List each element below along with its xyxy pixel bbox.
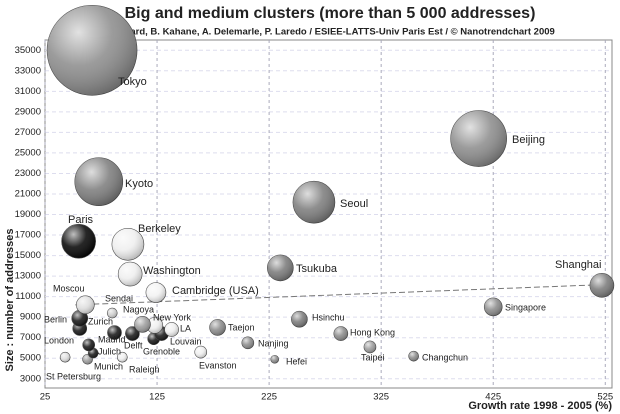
bubble-label: Moscou: [53, 283, 85, 293]
bubble-label: LA: [180, 323, 191, 333]
bubble: [145, 282, 167, 303]
bubble-label: Nagoya: [123, 304, 154, 314]
x-tick-label: 125: [149, 392, 165, 403]
bubble-label: Seoul: [340, 198, 368, 210]
y-tick-label: 11000: [15, 291, 41, 302]
bubble-label: Berlin: [44, 314, 67, 324]
bubble-label: Delft: [124, 340, 143, 350]
bubble-label: Shanghai: [555, 259, 602, 271]
x-axis-label: Growth rate 1998 - 2005 (%): [468, 400, 612, 412]
x-tick-label: 525: [597, 392, 613, 403]
bubble-label: Tsukuba: [296, 263, 338, 275]
chart-subtitle: L. Villard, B. Kahane, A. Delemarle, P. …: [105, 27, 555, 38]
y-axis-label: Size : number of addresses: [4, 228, 16, 371]
bubble: [483, 297, 503, 317]
bubble: [450, 110, 507, 167]
chart-title: Big and medium clusters (more than 5 000…: [125, 5, 536, 22]
y-tick-label: 17000: [15, 230, 41, 241]
bubble-label: Paris: [68, 214, 94, 226]
bubble: [76, 295, 95, 315]
y-tick-label: 5000: [20, 353, 41, 364]
bubble-label: Evanston: [199, 360, 237, 370]
bubble: [589, 273, 615, 298]
bubble-label: Tokyo: [118, 76, 147, 88]
bubble: [209, 319, 226, 336]
bubble-label: London: [44, 335, 74, 345]
bubble: [61, 223, 96, 259]
bubble-label: Cambridge (USA): [172, 285, 259, 297]
trendline: [75, 283, 611, 306]
bubble-label: Zurich: [88, 316, 113, 326]
x-tick-label: 225: [261, 392, 277, 403]
y-tick-label: 19000: [15, 209, 41, 220]
bubble: [117, 261, 143, 287]
y-tick-label: 23000: [15, 168, 41, 179]
x-tick-label: 425: [485, 392, 501, 403]
bubble-label: Kyoto: [125, 178, 153, 190]
x-tick-label: 325: [373, 392, 389, 403]
bubble-label: Raleigh: [129, 364, 160, 374]
bubble-label: New York: [153, 312, 192, 322]
y-tick-label: 15000: [15, 250, 41, 261]
bubble: [291, 310, 308, 328]
y-tick-label: 25000: [15, 147, 41, 158]
bubble-label: Nanjing: [258, 338, 289, 348]
y-tick-label: 7000: [20, 332, 41, 343]
bubble-label: Singapore: [505, 302, 546, 312]
bubble: [408, 350, 419, 362]
bubble: [267, 254, 294, 282]
bubble-label: Taipei: [361, 352, 385, 362]
x-tick-label: 25: [40, 392, 51, 403]
bubble-label: Madrid: [98, 334, 126, 344]
bubble-label: Sendai: [105, 293, 133, 303]
bubble-label: Washington: [143, 265, 201, 277]
y-tick-label: 3000: [20, 373, 41, 384]
y-tick-label: 21000: [15, 188, 41, 199]
y-tick-label: 27000: [15, 127, 41, 138]
bubble: [59, 351, 71, 363]
bubble-label: Hefei: [286, 356, 307, 366]
bubble-label: Hsinchu: [312, 312, 345, 322]
bubble-label: Louvain: [170, 336, 202, 346]
y-tick-label: 9000: [20, 312, 41, 323]
bubble-label: Beijing: [512, 134, 545, 146]
bubble-label: Taejon: [228, 322, 255, 332]
y-tick-label: 35000: [15, 45, 41, 56]
bubble: [194, 345, 208, 359]
bubble-label: St Petersburg: [46, 371, 101, 381]
bubble: [270, 354, 280, 364]
bubble: [292, 180, 336, 224]
bubble: [363, 340, 377, 354]
bubble: [74, 157, 124, 206]
bubble-label: Changchun: [422, 352, 468, 362]
bubble-label: Berkeley: [138, 223, 181, 235]
bubble: [333, 326, 349, 341]
y-tick-label: 29000: [15, 106, 41, 117]
y-tick-label: 13000: [15, 271, 41, 282]
bubble: [164, 322, 179, 337]
y-tick-label: 31000: [15, 86, 41, 97]
bubble-label: Hong Kong: [350, 327, 395, 337]
bubble: [134, 316, 151, 333]
bubble-label: Munich: [94, 361, 123, 371]
bubble-label: Julich: [98, 346, 121, 356]
bubble: [241, 336, 255, 350]
bubble: [82, 338, 96, 352]
y-tick-label: 33000: [15, 65, 41, 76]
bubble-label: Grenoble: [143, 346, 180, 356]
